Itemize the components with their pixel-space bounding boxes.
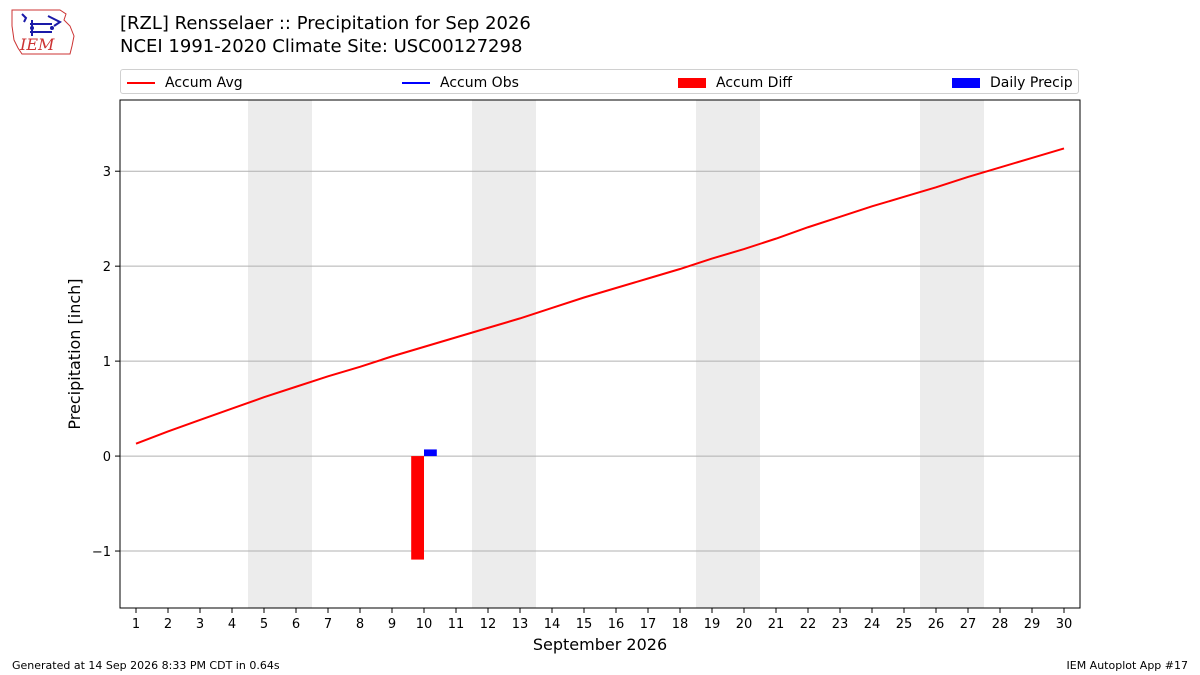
x-tick-label: 2	[164, 617, 172, 632]
x-tick-label: 12	[480, 617, 497, 632]
legend-label: Accum Obs	[440, 74, 519, 91]
x-tick-label: 16	[608, 617, 625, 632]
footer-generated: Generated at 14 Sep 2026 8:33 PM CDT in …	[12, 659, 280, 672]
legend-swatch-accum-avg	[127, 81, 155, 84]
x-tick-label: 23	[832, 617, 849, 632]
x-tick-label: 14	[544, 617, 561, 632]
footer-app-id: IEM Autoplot App #17	[1066, 659, 1189, 672]
iem-logo: IEM	[11, 9, 75, 55]
legend: Accum Avg Accum Obs Accum Diff Daily Pre…	[120, 69, 1079, 94]
y-axis-label: Precipitation [inch]	[65, 278, 84, 429]
x-tick-label: 15	[576, 617, 593, 632]
x-tick-label: 27	[960, 617, 977, 632]
x-tick-label: 19	[704, 617, 721, 632]
y-tick-label: 1	[103, 355, 111, 370]
x-tick-label: 25	[896, 617, 913, 632]
legend-item-accum-diff: Accum Diff	[678, 70, 792, 95]
accum-diff-bar	[411, 456, 424, 560]
x-tick-label: 24	[864, 617, 881, 632]
legend-swatch-accum-diff	[678, 77, 706, 88]
x-tick-label: 29	[1024, 617, 1041, 632]
weekend-band	[472, 100, 536, 608]
x-tick-label: 5	[260, 617, 268, 632]
y-tick-label: 2	[103, 260, 111, 275]
x-tick-label: 28	[992, 617, 1009, 632]
x-tick-label: 17	[640, 617, 657, 632]
x-tick-label: 11	[448, 617, 465, 632]
daily-precip-bar	[424, 449, 437, 457]
x-tick-label: 20	[736, 617, 753, 632]
x-tick-label: 18	[672, 617, 689, 632]
legend-label: Daily Precip	[990, 74, 1073, 91]
y-tick-label: 0	[103, 450, 111, 465]
y-tick-label: −1	[92, 545, 111, 560]
x-tick-label: 6	[292, 617, 300, 632]
chart-title: [RZL] Rensselaer :: Precipitation for Se…	[120, 12, 531, 58]
x-tick-label: 8	[356, 617, 364, 632]
legend-swatch-accum-obs	[402, 81, 430, 84]
x-tick-label: 13	[512, 617, 529, 632]
x-tick-label: 21	[768, 617, 785, 632]
title-line-1: [RZL] Rensselaer :: Precipitation for Se…	[120, 13, 531, 34]
x-tick-label: 30	[1056, 617, 1073, 632]
logo-text: IEM	[19, 35, 55, 54]
x-axis-label: September 2026	[533, 635, 667, 654]
title-line-2: NCEI 1991-2020 Climate Site: USC00127298	[120, 36, 523, 57]
x-tick-label: 1	[132, 617, 140, 632]
legend-label: Accum Avg	[165, 74, 243, 91]
x-tick-label: 26	[928, 617, 945, 632]
x-tick-label: 9	[388, 617, 396, 632]
y-tick-label: 3	[103, 165, 111, 180]
x-tick-label: 3	[196, 617, 204, 632]
legend-swatch-daily-precip	[952, 77, 980, 88]
weekend-band	[920, 100, 984, 608]
x-tick-label: 10	[416, 617, 433, 632]
legend-item-daily-precip: Daily Precip	[952, 70, 1073, 95]
weekend-band	[696, 100, 760, 608]
weekend-band	[248, 100, 312, 608]
legend-label: Accum Diff	[716, 74, 793, 91]
x-tick-label: 4	[228, 617, 236, 632]
legend-item-accum-avg: Accum Avg	[127, 70, 243, 95]
accum-avg-line	[135, 147, 1065, 445]
plot-frame	[119, 99, 1081, 609]
x-tick-label: 7	[324, 617, 332, 632]
legend-item-accum-obs: Accum Obs	[402, 70, 519, 95]
x-tick-label: 22	[800, 617, 817, 632]
